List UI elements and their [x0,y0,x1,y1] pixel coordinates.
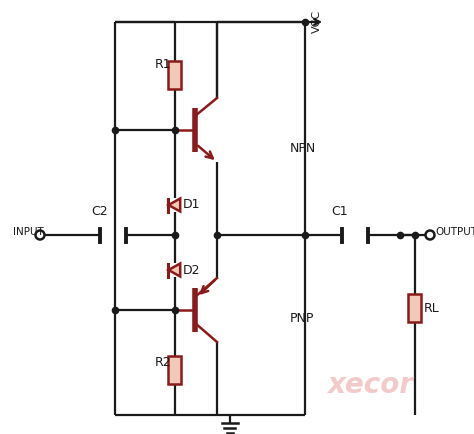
Text: INPUT: INPUT [13,227,44,237]
Bar [168,61,182,89]
Text: PNP: PNP [290,312,314,325]
Text: D2: D2 [183,263,201,276]
Text: C1: C1 [332,205,348,218]
Bar [409,294,421,322]
Text: xecor: xecor [327,371,413,399]
Text: R2: R2 [155,355,172,368]
Text: D1: D1 [183,198,201,211]
Bar [168,356,182,384]
Text: R1: R1 [155,59,172,72]
Text: C2: C2 [91,205,109,218]
Text: NPN: NPN [290,141,316,155]
Text: VCC: VCC [312,10,322,33]
Polygon shape [168,198,180,211]
Text: OUTPUT: OUTPUT [435,227,474,237]
Polygon shape [168,263,180,276]
Text: RL: RL [424,302,440,315]
